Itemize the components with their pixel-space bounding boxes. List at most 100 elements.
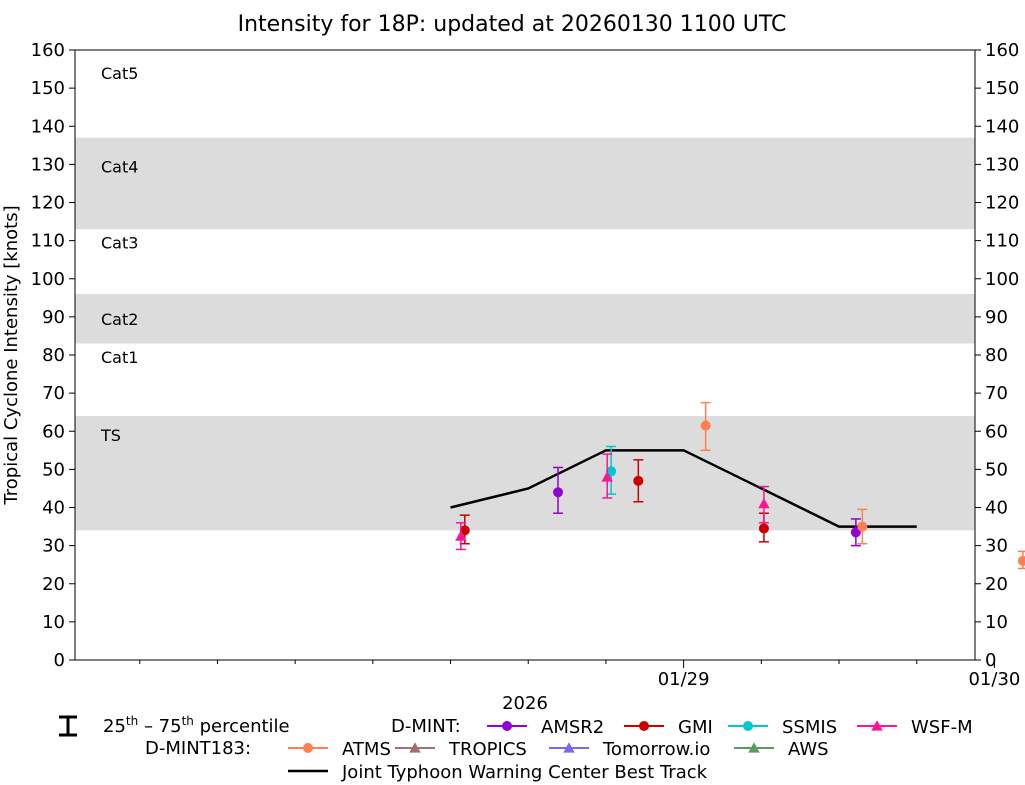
category-bands bbox=[75, 137, 975, 531]
xtick-label: 01/29 bbox=[658, 669, 710, 690]
ytick-right-label: 150 bbox=[985, 78, 1019, 99]
category-label-ts: TS bbox=[100, 426, 121, 445]
legend-entry-tomorrow-io: Tomorrow.io bbox=[549, 739, 710, 760]
legend-marker bbox=[502, 721, 512, 731]
ytick-right-label: 50 bbox=[985, 459, 1008, 480]
point-atms bbox=[857, 508, 868, 545]
y-axis-right: 0 10 20 30 40 50 60 70 80 90 100 110 120 130 140 150 160 bbox=[975, 40, 1019, 671]
ytick-left-label: 140 bbox=[31, 116, 65, 137]
band-cat2 bbox=[75, 294, 975, 344]
ytick-left-label: 70 bbox=[42, 383, 65, 404]
category-label-cat2: Cat2 bbox=[101, 310, 138, 329]
marker-gmi bbox=[758, 523, 769, 534]
chart-title: Intensity for 18P: updated at 20260130 1… bbox=[238, 12, 787, 37]
ytick-right-label: 90 bbox=[985, 307, 1008, 328]
point-gmi bbox=[633, 459, 644, 503]
ytick-left-label: 60 bbox=[42, 421, 65, 442]
legend-marker bbox=[409, 742, 421, 753]
marker-atms bbox=[1017, 555, 1025, 566]
ytick-right-label: 160 bbox=[985, 40, 1019, 61]
legend-entry-gmi: GMI bbox=[624, 717, 713, 738]
legend-label: AMSR2 bbox=[541, 717, 604, 738]
legend-percentile-label: 25th – 75th percentile bbox=[103, 714, 290, 737]
ytick-right-label: 140 bbox=[985, 116, 1019, 137]
ytick-right-label: 110 bbox=[985, 231, 1019, 252]
ytick-left-label: 110 bbox=[31, 231, 65, 252]
ytick-right-label: 70 bbox=[985, 383, 1008, 404]
legend-marker bbox=[639, 721, 649, 731]
marker-amsr2 bbox=[553, 487, 564, 498]
ytick-left-label: 150 bbox=[31, 78, 65, 99]
ytick-left-label: 0 bbox=[54, 650, 65, 671]
legend-marker bbox=[871, 720, 883, 731]
ytick-right-label: 20 bbox=[985, 574, 1008, 595]
ytick-right-label: 40 bbox=[985, 498, 1008, 519]
ytick-right-label: 80 bbox=[985, 345, 1008, 366]
y-axis-left: 0 10 20 30 40 50 60 70 80 90 100 110 120 130 140 150 160 bbox=[31, 40, 75, 671]
marker-amsr2 bbox=[850, 527, 861, 538]
legend-entry-tropics: TROPICS bbox=[395, 739, 527, 760]
point-atms bbox=[700, 401, 711, 452]
legend-marker bbox=[743, 721, 753, 731]
legend-entry-amsr2: AMSR2 bbox=[487, 717, 604, 738]
legend-label: WSF-M bbox=[911, 717, 973, 738]
point-wsf-m bbox=[758, 485, 770, 524]
category-label-cat5: Cat5 bbox=[101, 64, 138, 83]
ytick-left-label: 20 bbox=[42, 574, 65, 595]
ytick-left-label: 90 bbox=[42, 307, 65, 328]
category-label-cat1: Cat1 bbox=[101, 348, 138, 367]
marker-wsf-m bbox=[758, 497, 770, 509]
ytick-left-label: 10 bbox=[42, 612, 65, 633]
legend-label: TROPICS bbox=[448, 739, 527, 760]
ytick-left-label: 40 bbox=[42, 498, 65, 519]
legend-entry-ssmis: SSMIS bbox=[728, 717, 837, 738]
marker-atms bbox=[857, 521, 868, 532]
ytick-right-label: 60 bbox=[985, 421, 1008, 442]
y-axis-label: Tropical Cyclone Intensity [knots] bbox=[1, 205, 22, 505]
marker-wsf-m bbox=[601, 471, 613, 482]
legend-label: AWS bbox=[788, 739, 829, 760]
legend-label: SSMIS bbox=[782, 717, 837, 738]
legend-marker bbox=[563, 742, 575, 753]
legend-marker bbox=[303, 743, 313, 753]
point-amsr2 bbox=[850, 518, 861, 547]
ytick-left-label: 160 bbox=[31, 40, 65, 61]
legend-entry-wsf-m: WSF-M bbox=[857, 717, 973, 738]
legend-group-dmint: D-MINT: bbox=[391, 716, 461, 737]
legend-label: Tomorrow.io bbox=[602, 739, 710, 760]
ytick-right-label: 100 bbox=[985, 269, 1019, 290]
ytick-right-label: 30 bbox=[985, 536, 1008, 557]
category-label-cat3: Cat3 bbox=[101, 234, 138, 253]
legend-percentile-icon bbox=[59, 715, 77, 737]
point-wsf-m bbox=[455, 522, 467, 551]
category-label-cat4: Cat4 bbox=[101, 157, 138, 176]
legend-group-dmint183: D-MINT183: bbox=[145, 738, 251, 759]
marker-wsf-m bbox=[455, 530, 467, 541]
ytick-left-label: 120 bbox=[31, 193, 65, 214]
legend-label: ATMS bbox=[342, 739, 391, 760]
x-axis: 01/29 01/30 bbox=[139, 660, 1020, 690]
ytick-right-label: 10 bbox=[985, 612, 1008, 633]
band-ts bbox=[75, 416, 975, 531]
ytick-left-label: 30 bbox=[42, 536, 65, 557]
xtick-label: 01/30 bbox=[968, 669, 1020, 690]
point-amsr2 bbox=[553, 466, 564, 514]
marker-gmi bbox=[633, 475, 644, 486]
legend-marker bbox=[748, 742, 760, 753]
legend-entries: AMSR2 GMI SSMIS WSF-M ATMS TROPICS Tomorrow.io… bbox=[288, 717, 973, 760]
best-track-line bbox=[450, 449, 917, 528]
ytick-right-label: 0 bbox=[985, 650, 996, 671]
legend: 25th – 75th percentile D-MINT: D-MINT183… bbox=[59, 714, 973, 783]
ytick-left-label: 100 bbox=[31, 269, 65, 290]
ytick-left-label: 80 bbox=[42, 345, 65, 366]
data-points bbox=[455, 401, 1025, 570]
legend-entry-aws: AWS bbox=[734, 739, 829, 760]
legend-entry-atms: ATMS bbox=[288, 739, 391, 760]
legend-best-track-label: Joint Typhoon Warning Center Best Track bbox=[341, 762, 708, 783]
point-atms bbox=[1017, 550, 1025, 570]
category-labels: TS Cat1 Cat2 Cat3 Cat4 Cat5 bbox=[100, 64, 138, 445]
ytick-left-label: 130 bbox=[31, 154, 65, 175]
x-axis-label: 2026 bbox=[502, 693, 548, 714]
legend-label: GMI bbox=[678, 717, 713, 738]
